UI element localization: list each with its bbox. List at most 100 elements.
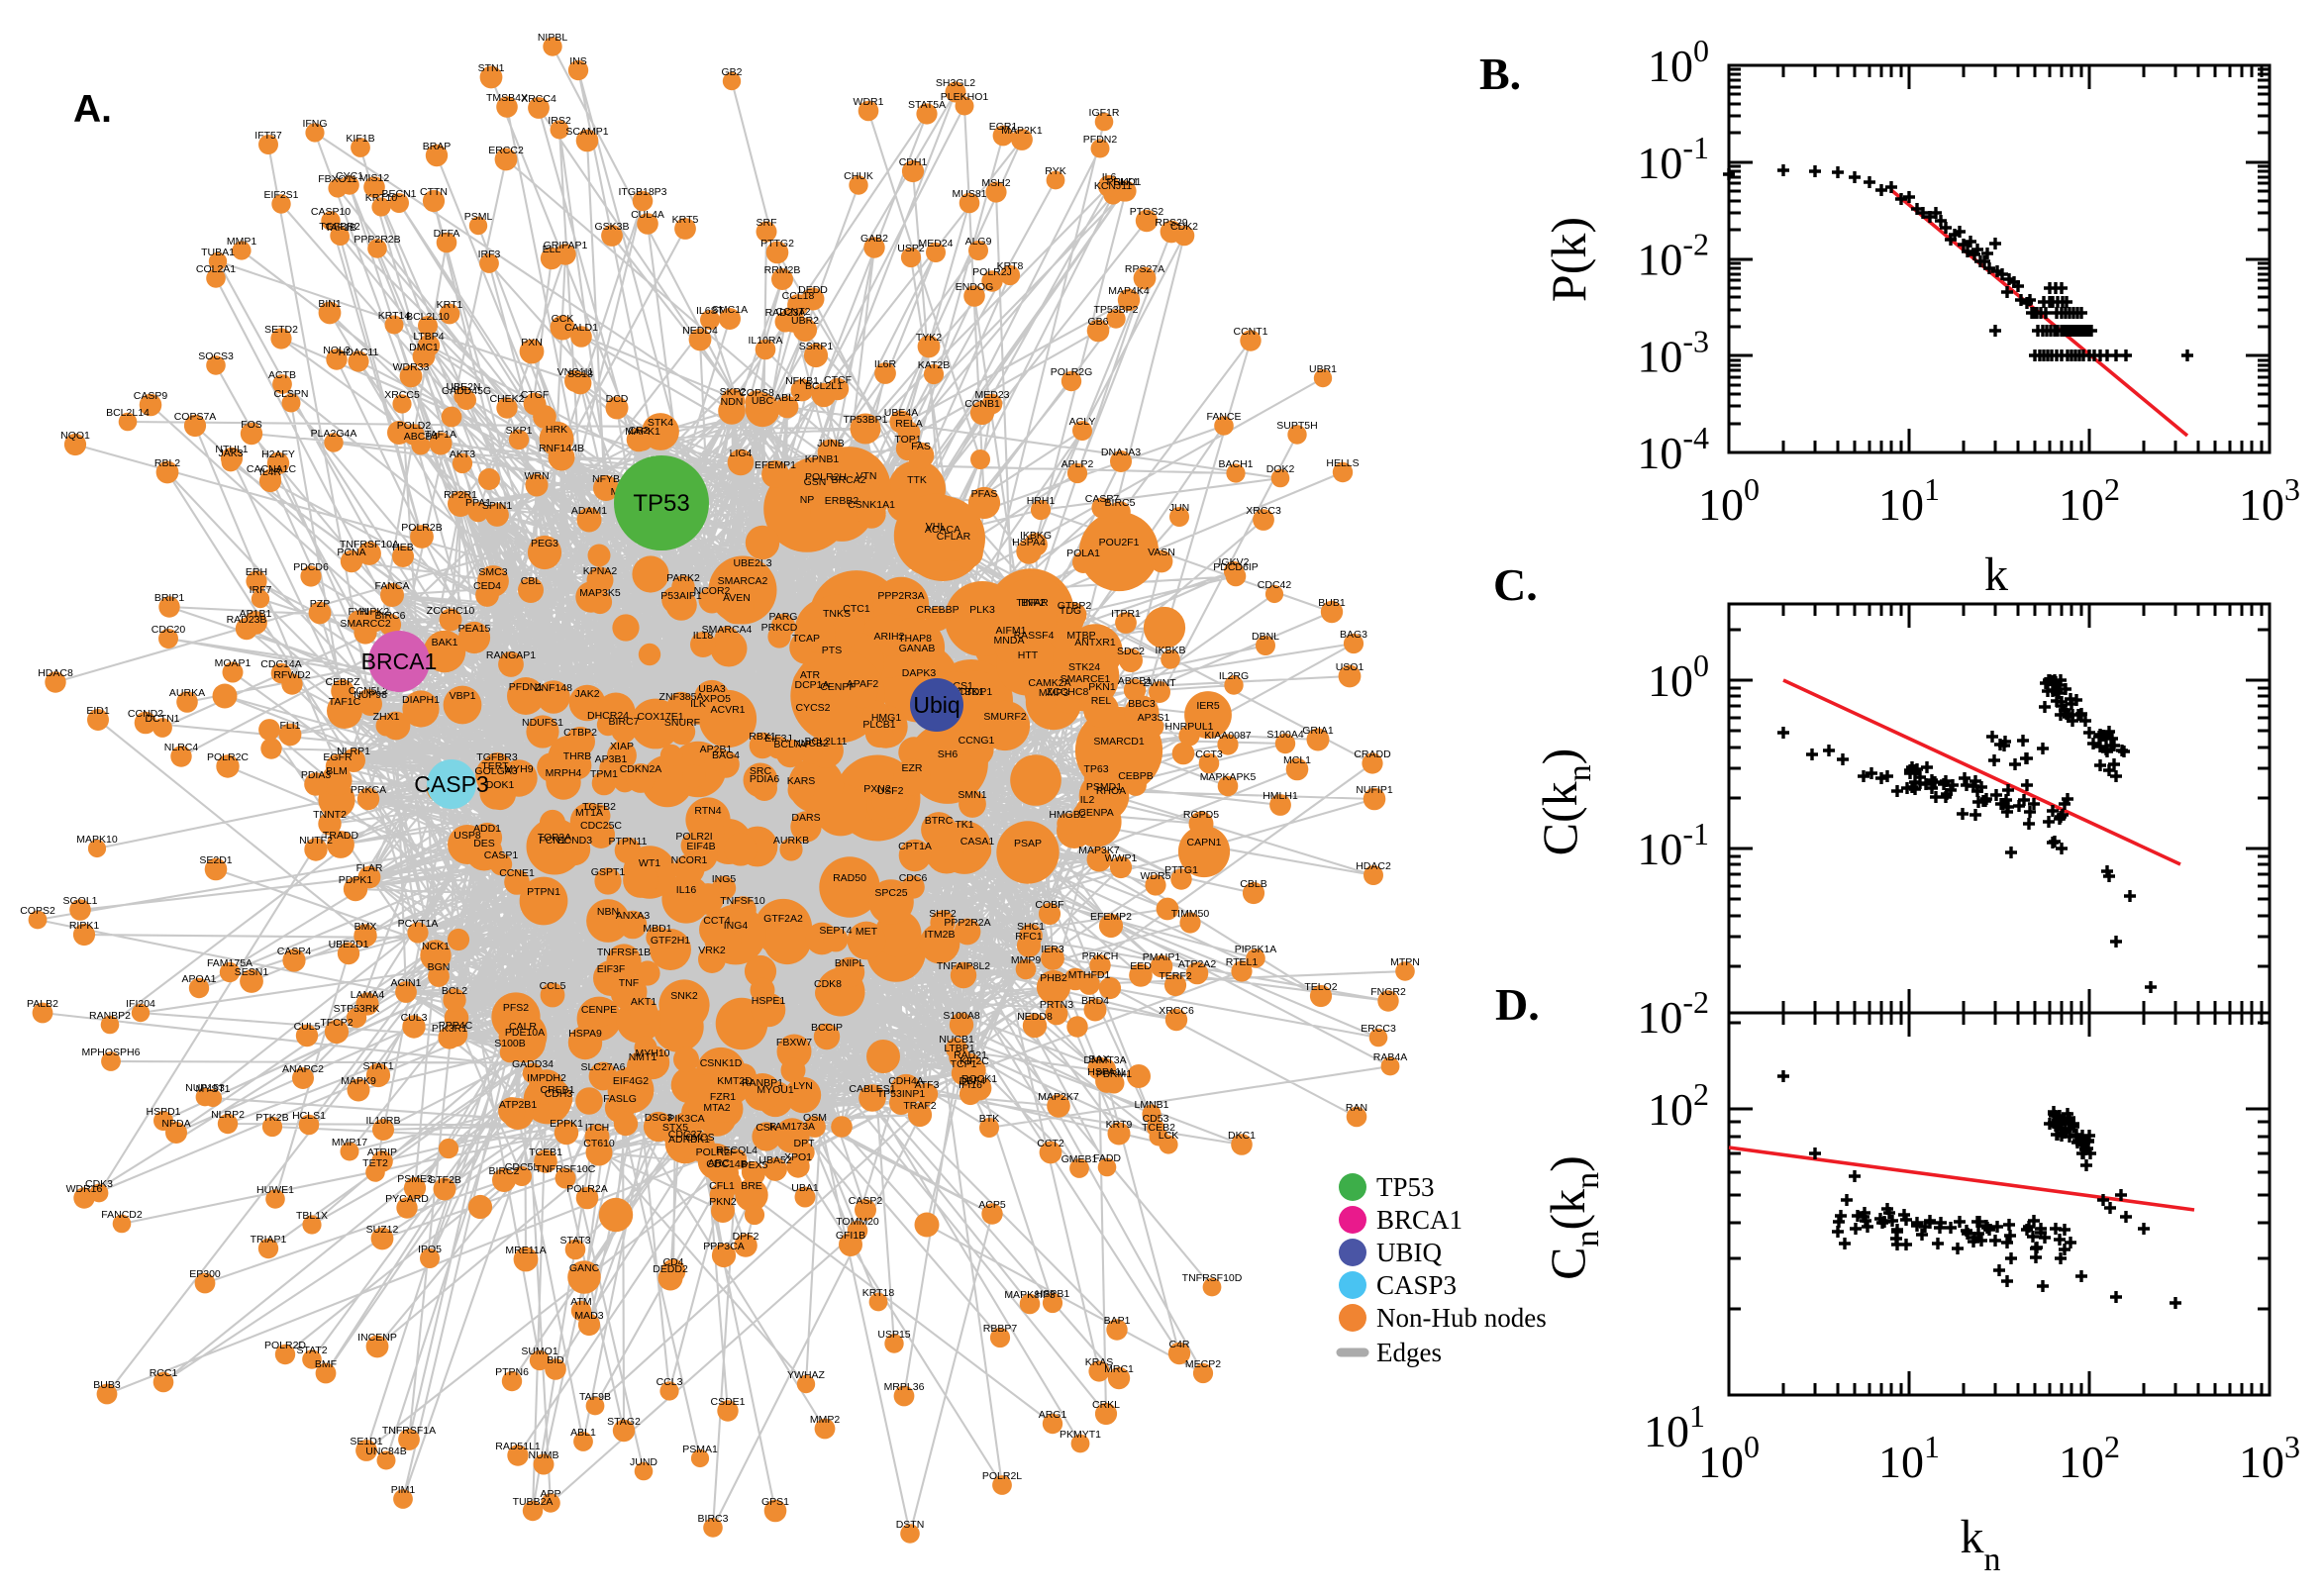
svg-text:GFI1B: GFI1B bbox=[836, 1230, 865, 1242]
svg-text:DMC1: DMC1 bbox=[409, 342, 439, 353]
svg-text:GRIA1: GRIA1 bbox=[1302, 725, 1334, 737]
svg-text:SHP2: SHP2 bbox=[929, 908, 957, 920]
svg-text:HSPD1: HSPD1 bbox=[146, 1106, 180, 1118]
svg-text:CR2: CR2 bbox=[628, 425, 649, 437]
svg-text:SDC2: SDC2 bbox=[1117, 646, 1145, 657]
svg-text:POU2F1: POU2F1 bbox=[1099, 537, 1140, 549]
svg-text:PDIA3: PDIA3 bbox=[301, 769, 332, 781]
svg-text:FNGR2: FNGR2 bbox=[1370, 986, 1406, 998]
svg-text:BECN1: BECN1 bbox=[381, 188, 416, 200]
svg-text:HSPA4: HSPA4 bbox=[1012, 537, 1046, 549]
svg-text:CDKN2A: CDKN2A bbox=[620, 763, 662, 775]
svg-text:CCND3: CCND3 bbox=[556, 835, 592, 847]
svg-text:GAB2: GAB2 bbox=[860, 233, 888, 245]
svg-text:IL16: IL16 bbox=[676, 884, 697, 896]
svg-text:UNC84B: UNC84B bbox=[365, 1446, 406, 1457]
svg-text:POLR2L: POLR2L bbox=[982, 1470, 1022, 1482]
svg-text:IKBKB: IKBKB bbox=[1156, 645, 1186, 656]
svg-text:NDUFS1: NDUFS1 bbox=[522, 717, 563, 729]
svg-text:ATM: ATM bbox=[570, 1296, 591, 1308]
svg-text:HDAC2: HDAC2 bbox=[1356, 860, 1391, 872]
svg-text:SMARCD1: SMARCD1 bbox=[1093, 736, 1145, 748]
svg-text:ADD1: ADD1 bbox=[473, 823, 501, 835]
svg-text:DOK2: DOK2 bbox=[1266, 463, 1295, 475]
svg-text:POLR2G: POLR2G bbox=[1051, 366, 1093, 378]
svg-text:XPO5: XPO5 bbox=[703, 693, 731, 705]
svg-text:ROCK1: ROCK1 bbox=[961, 1073, 997, 1085]
svg-text:ARIH2: ARIH2 bbox=[874, 631, 905, 643]
svg-text:S100A4: S100A4 bbox=[1266, 729, 1304, 741]
svg-text:ARG1: ARG1 bbox=[1039, 1409, 1067, 1421]
svg-text:BRCA1: BRCA1 bbox=[361, 648, 438, 674]
svg-text:ACIN1: ACIN1 bbox=[391, 977, 422, 989]
svg-text:SPC25: SPC25 bbox=[874, 887, 907, 899]
svg-text:UBR1: UBR1 bbox=[1309, 363, 1337, 375]
svg-text:CCNT2: CCNT2 bbox=[775, 306, 810, 318]
svg-text:PCYT1A: PCYT1A bbox=[398, 918, 439, 930]
svg-text:CTBP2: CTBP2 bbox=[563, 727, 597, 739]
svg-text:HCLS1: HCLS1 bbox=[292, 1110, 326, 1122]
svg-text:DOK1: DOK1 bbox=[486, 779, 515, 791]
svg-text:MAPK10: MAPK10 bbox=[76, 834, 118, 846]
svg-text:EIF3F: EIF3F bbox=[597, 963, 626, 975]
svg-text:MRE11A: MRE11A bbox=[505, 1245, 546, 1256]
svg-text:C4R: C4R bbox=[1168, 1339, 1189, 1350]
svg-text:MTA2: MTA2 bbox=[703, 1102, 730, 1114]
svg-text:CDC20: CDC20 bbox=[152, 624, 186, 636]
svg-text:IL4R: IL4R bbox=[259, 466, 282, 478]
svg-text:BID: BID bbox=[547, 1354, 564, 1366]
svg-text:ING5: ING5 bbox=[712, 873, 737, 885]
svg-text:NUTF2: NUTF2 bbox=[299, 835, 333, 847]
svg-text:GADD45G: GADD45G bbox=[442, 385, 491, 397]
svg-text:IRS2: IRS2 bbox=[548, 115, 571, 127]
svg-text:D.: D. bbox=[1495, 979, 1540, 1030]
svg-text:CPT1A: CPT1A bbox=[898, 841, 932, 852]
svg-text:SCAMP1: SCAMP1 bbox=[565, 126, 608, 138]
svg-text:GANAB: GANAB bbox=[899, 643, 936, 654]
svg-text:KRT8: KRT8 bbox=[997, 260, 1024, 272]
svg-text:CREBBP: CREBBP bbox=[916, 604, 959, 616]
svg-text:TTK: TTK bbox=[907, 474, 927, 486]
svg-text:CUL4A: CUL4A bbox=[631, 209, 664, 221]
svg-text:MTBP: MTBP bbox=[1066, 630, 1095, 642]
svg-text:CD4: CD4 bbox=[662, 1256, 683, 1268]
svg-text:GB6: GB6 bbox=[1087, 316, 1108, 328]
svg-text:MRC1: MRC1 bbox=[1104, 1363, 1134, 1375]
svg-text:INS: INS bbox=[569, 55, 587, 67]
svg-text:SUMO1: SUMO1 bbox=[521, 1346, 558, 1357]
svg-text:RP2R1: RP2R1 bbox=[444, 489, 477, 501]
svg-text:ERH: ERH bbox=[246, 566, 267, 578]
svg-text:IL2: IL2 bbox=[1080, 794, 1095, 806]
svg-text:NLRP1: NLRP1 bbox=[337, 746, 370, 757]
svg-text:UBIQ: UBIQ bbox=[1376, 1238, 1442, 1267]
svg-text:BCL7A: BCL7A bbox=[773, 739, 806, 750]
svg-text:NUMB: NUMB bbox=[529, 1449, 559, 1461]
svg-text:POLR2F: POLR2F bbox=[696, 1147, 737, 1158]
svg-text:GB2: GB2 bbox=[721, 66, 742, 78]
svg-text:PSAP: PSAP bbox=[1014, 838, 1042, 849]
svg-text:XRCC6: XRCC6 bbox=[1159, 1005, 1194, 1017]
svg-text:RHOA: RHOA bbox=[1096, 785, 1126, 797]
svg-text:STX5: STX5 bbox=[662, 1122, 688, 1134]
svg-text:TDG: TDG bbox=[1060, 605, 1081, 617]
svg-text:FCN1: FCN1 bbox=[539, 835, 566, 847]
svg-text:SMARCC2: SMARCC2 bbox=[340, 618, 391, 630]
svg-text:RAD51L1: RAD51L1 bbox=[495, 1441, 541, 1452]
svg-text:CASP2: CASP2 bbox=[849, 1195, 883, 1207]
svg-text:PIM1: PIM1 bbox=[391, 1484, 416, 1496]
svg-text:CCT4: CCT4 bbox=[703, 915, 731, 927]
svg-text:PEG3: PEG3 bbox=[531, 538, 558, 549]
svg-text:UBA52: UBA52 bbox=[758, 1154, 791, 1166]
svg-text:PIK3CA: PIK3CA bbox=[667, 1113, 704, 1125]
svg-text:RFC1: RFC1 bbox=[1015, 931, 1043, 943]
svg-text:RAD21: RAD21 bbox=[954, 1049, 987, 1061]
svg-text:EGFR: EGFR bbox=[323, 751, 353, 763]
svg-text:LTBP1: LTBP1 bbox=[944, 1043, 974, 1054]
svg-text:WT1: WT1 bbox=[639, 857, 660, 869]
svg-text:DEDD: DEDD bbox=[798, 284, 828, 296]
svg-text:HMLH1: HMLH1 bbox=[1262, 790, 1298, 802]
svg-text:JAK2: JAK2 bbox=[574, 688, 599, 700]
svg-text:KCNJ11: KCNJ11 bbox=[1094, 180, 1132, 192]
svg-text:PPP2R2B: PPP2R2B bbox=[354, 234, 400, 246]
svg-text:MYOU1: MYOU1 bbox=[757, 1084, 794, 1096]
